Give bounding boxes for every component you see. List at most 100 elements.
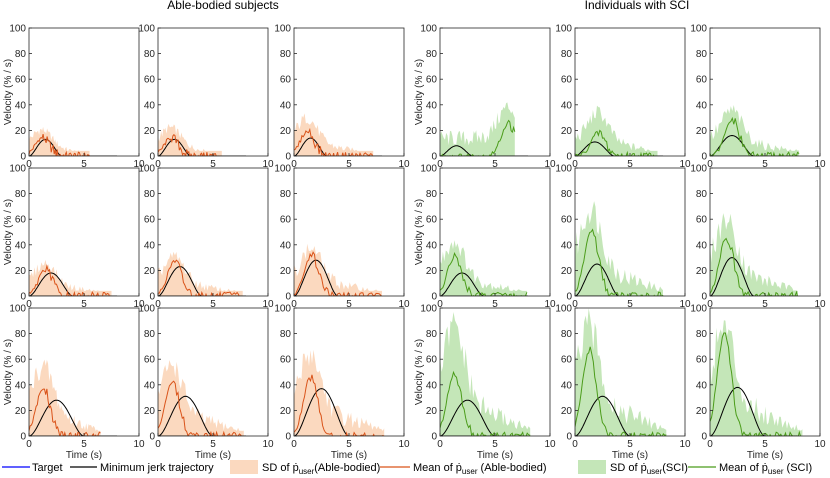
sd-band	[29, 359, 101, 436]
x-tick-label: 0	[155, 299, 161, 310]
y-tick-label: 40	[696, 240, 708, 251]
y-tick-label: 20	[15, 126, 27, 137]
plot-area	[29, 126, 117, 156]
y-tick-label: 80	[696, 189, 708, 200]
y-tick-label: 40	[696, 380, 708, 391]
minimum-jerk-line	[158, 138, 192, 156]
x-axis-label: Time (s)	[747, 450, 783, 461]
x-tick-label: 0	[707, 159, 713, 170]
y-tick-label: 80	[696, 49, 708, 60]
y-tick-label: 60	[15, 355, 27, 366]
mean-line	[158, 259, 243, 296]
mean-line	[29, 388, 101, 436]
y-tick-label: 0	[566, 432, 572, 443]
x-tick-label: 5	[81, 299, 87, 310]
y-tick-label: 60	[561, 355, 573, 366]
x-tick-label: 5	[81, 159, 87, 170]
x-axis-label: Time (s)	[477, 450, 513, 461]
y-tick-label: 100	[690, 24, 707, 35]
y-tick-label: 80	[696, 329, 708, 340]
x-tick-label: 10	[262, 159, 274, 170]
y-tick-label: 20	[280, 406, 292, 417]
y-tick-label: 60	[426, 355, 438, 366]
plot-area	[440, 312, 531, 436]
y-tick-label: 40	[426, 100, 438, 111]
mean-line	[440, 119, 516, 156]
sd-band	[29, 126, 90, 156]
mean-line	[294, 251, 382, 296]
x-tick-label: 0	[437, 439, 443, 450]
x-tick-label: 0	[707, 439, 713, 450]
mean-line	[29, 264, 110, 296]
y-tick-label: 40	[426, 240, 438, 251]
y-tick-label: 20	[280, 266, 292, 277]
minimum-jerk-line	[440, 145, 474, 156]
plot-area	[294, 349, 385, 436]
legend-sd-ab-swatch	[230, 460, 258, 474]
y-tick-label: 40	[561, 380, 573, 391]
y-tick-label: 0	[701, 292, 707, 303]
x-tick-label: 0	[155, 159, 161, 170]
sd-band	[575, 105, 658, 156]
y-tick-label: 40	[15, 380, 27, 391]
legend-sd-ab-label: SD of ṗuser(Able-bodied)	[262, 462, 380, 476]
mean-line	[158, 380, 242, 436]
x-tick-label: 10	[679, 159, 691, 170]
y-tick-label: 80	[144, 189, 156, 200]
y-tick-label: 80	[144, 329, 156, 340]
plot-area	[575, 105, 663, 156]
panel-0-5: 0 20 40 60 80 100 0 5 10	[690, 24, 826, 171]
panel-0-4: 0 20 40 60 80 100 0 5 10	[555, 24, 691, 171]
legend-mean-sci-label: Mean of ṗuser (SCI)	[719, 462, 812, 476]
y-axis-label: Velocity (% / s)	[414, 199, 425, 265]
y-tick-label: 60	[15, 75, 27, 86]
mean-line	[440, 370, 531, 436]
sd-band	[29, 259, 112, 296]
y-tick-label: 100	[690, 164, 707, 175]
plot-area	[158, 251, 246, 296]
y-tick-label: 0	[149, 432, 155, 443]
y-tick-label: 20	[696, 126, 708, 137]
y-tick-label: 20	[696, 406, 708, 417]
y-tick-label: 60	[561, 215, 573, 226]
y-tick-label: 0	[431, 152, 437, 163]
x-tick-label: 10	[814, 299, 826, 310]
y-tick-label: 40	[15, 100, 27, 111]
x-tick-label: 10	[679, 439, 691, 450]
y-tick-label: 0	[149, 152, 155, 163]
title-able-bodied: Able-bodied subjects	[167, 0, 278, 12]
minimum-jerk-line	[29, 272, 74, 296]
x-tick-label: 10	[262, 439, 274, 450]
mean-line	[710, 332, 802, 436]
y-tick-label: 40	[15, 240, 27, 251]
mean-line	[29, 133, 90, 156]
plot-area	[29, 259, 117, 296]
y-tick-label: 60	[144, 215, 156, 226]
y-tick-label: 0	[566, 152, 572, 163]
y-tick-label: 100	[420, 164, 437, 175]
title-sci: Individuals with SCI	[585, 0, 690, 12]
y-tick-label: 80	[15, 49, 27, 60]
y-tick-label: 60	[15, 215, 27, 226]
y-tick-label: 20	[426, 406, 438, 417]
sd-band	[440, 240, 527, 296]
y-tick-label: 0	[701, 152, 707, 163]
x-tick-label: 10	[398, 439, 410, 450]
legend-target-label: Target	[32, 462, 63, 474]
y-tick-label: 100	[9, 24, 26, 35]
y-tick-label: 40	[280, 100, 292, 111]
plot-area	[440, 102, 528, 156]
x-tick-label: 5	[346, 439, 352, 450]
y-tick-label: 100	[274, 304, 291, 315]
y-tick-label: 100	[555, 304, 572, 315]
y-tick-label: 0	[285, 292, 291, 303]
x-tick-label: 5	[762, 299, 768, 310]
panel-1-3: 0 20 40 60 80 100 0 5 10 Velocity (% / s)	[414, 164, 556, 311]
y-tick-label: 0	[20, 152, 26, 163]
x-tick-label: 5	[762, 159, 768, 170]
x-tick-label: 5	[81, 439, 87, 450]
y-tick-label: 80	[426, 49, 438, 60]
y-tick-label: 100	[138, 24, 155, 35]
